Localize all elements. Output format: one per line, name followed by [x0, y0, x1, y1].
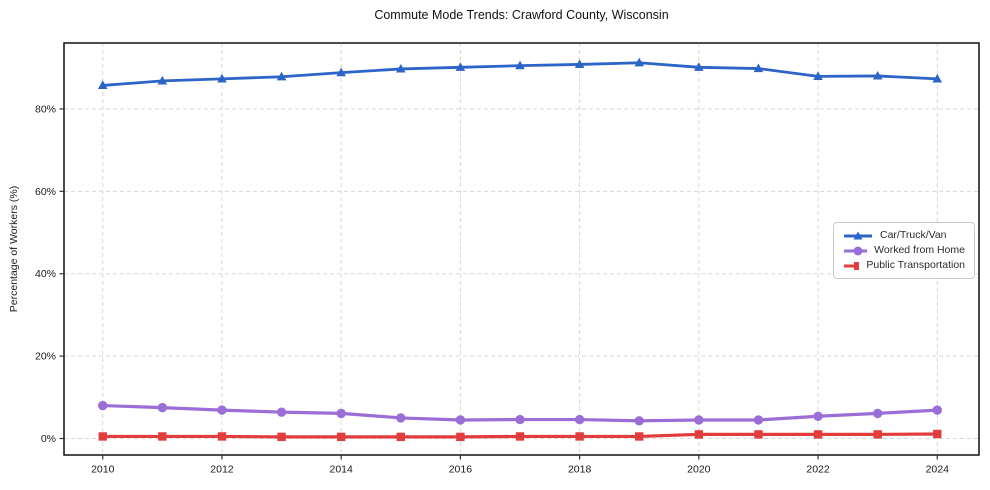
data-point-square [277, 432, 286, 442]
data-point-triangle [97, 80, 108, 90]
data-point-square [396, 432, 405, 442]
legend: Car/Truck/Van Worked from Home Public Tran… [833, 222, 975, 279]
data-point-circle [515, 414, 525, 425]
data-point-triangle [157, 75, 168, 85]
data-point-square [694, 430, 704, 439]
data-point-circle [336, 408, 346, 419]
data-point-square [158, 432, 167, 441]
data-point-circle [694, 415, 704, 425]
data-point-triangle [515, 60, 525, 70]
chart-title: Commute Mode Trends: Crawford County, Wi… [374, 8, 669, 22]
data-point-circle [574, 414, 585, 425]
plot-border [63, 42, 980, 456]
x-tick-label: 2012 [210, 464, 234, 476]
data-point-square [813, 430, 823, 439]
x-tick-label: 2014 [330, 464, 354, 476]
y-tick-label: 0% [41, 433, 56, 445]
y-tick-label: 40% [35, 268, 56, 280]
data-point-square [515, 432, 525, 441]
data-point-circle [157, 402, 168, 413]
data-point-circle [396, 413, 406, 423]
data-point-circle [753, 415, 764, 425]
data-point-triangle [932, 73, 943, 83]
data-point-circle [455, 415, 466, 425]
data-point-triangle [753, 63, 764, 73]
data-point-circle [276, 407, 287, 417]
data-point-circle [98, 400, 108, 411]
data-point-square [933, 429, 942, 439]
x-tick-label: 2010 [91, 464, 115, 476]
legend-marker-square-icon [844, 261, 860, 270]
x-tick-label: 2018 [568, 464, 592, 476]
data-point-circle [872, 408, 883, 419]
data-point-square [98, 432, 107, 441]
x-tick-label: 2024 [926, 464, 950, 476]
y-tick-label: 60% [35, 186, 56, 198]
data-point-circle [634, 416, 644, 426]
data-point-square [754, 430, 763, 439]
data-point-triangle [217, 73, 227, 83]
y-tick-label: 80% [35, 103, 56, 115]
x-tick-label: 2020 [687, 464, 711, 476]
data-point-square [635, 432, 644, 441]
x-tick-label: 2022 [806, 464, 830, 476]
legend-label-public-transportation: Public Transportation [866, 259, 965, 272]
legend-item-car-truck-van: Car/Truck/Van [843, 229, 965, 243]
data-point-circle [813, 411, 823, 421]
y-tick-label: 20% [35, 351, 56, 363]
data-point-triangle [574, 59, 585, 69]
data-point-square [217, 432, 227, 441]
data-point-square [456, 432, 465, 442]
data-point-triangle [694, 62, 704, 71]
data-point-triangle [634, 57, 645, 67]
data-point-circle [217, 405, 227, 415]
data-point-circle [932, 405, 942, 415]
legend-label-car-truck-van: Car/Truck/Van [880, 229, 947, 242]
data-point-square [336, 432, 346, 442]
data-point-triangle [336, 67, 346, 77]
data-point-square [873, 430, 882, 439]
data-point-square [575, 432, 584, 441]
legend-marker-triangle-icon [844, 231, 872, 239]
legend-item-worked-from-home: Worked from Home [843, 244, 965, 258]
data-point-triangle [813, 71, 823, 80]
data-point-triangle [276, 71, 287, 81]
data-point-triangle [872, 70, 883, 80]
legend-label-worked-from-home: Worked from Home [874, 244, 965, 257]
data-point-triangle [455, 62, 466, 71]
x-tick-label: 2016 [449, 464, 473, 476]
legend-item-public-transportation: Public Transportation [843, 259, 965, 273]
data-point-triangle [395, 63, 406, 73]
legend-marker-circle-icon [844, 246, 868, 255]
